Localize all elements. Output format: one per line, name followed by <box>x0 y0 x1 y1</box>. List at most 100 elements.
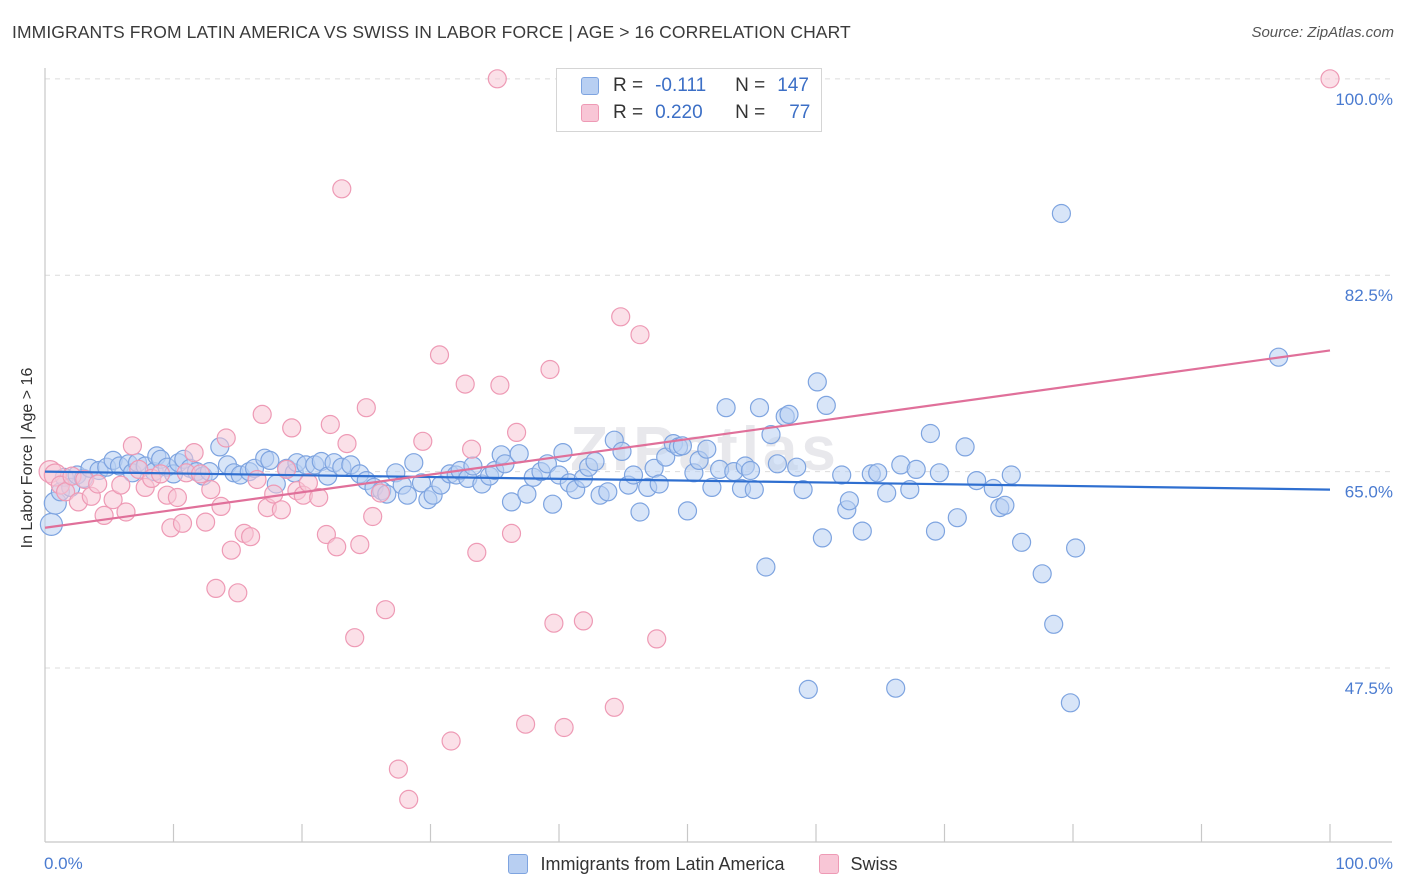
point-latin-america <box>839 491 860 511</box>
point-swiss <box>241 527 261 547</box>
point-latin-america <box>411 473 432 493</box>
legend-label-latin-america: Immigrants from Latin America <box>540 853 785 874</box>
point-swiss <box>221 540 241 560</box>
point-latin-america <box>598 482 618 502</box>
point-latin-america <box>816 395 836 415</box>
point-swiss <box>327 537 347 557</box>
point-latin-america <box>740 460 761 481</box>
point-latin-america <box>787 457 807 477</box>
point-swiss <box>167 487 187 508</box>
point-latin-america <box>1001 465 1021 485</box>
legend-swatch-swiss <box>818 854 839 874</box>
point-swiss <box>356 398 376 418</box>
point-latin-america <box>779 404 799 424</box>
r-label: R = <box>613 75 644 96</box>
axes <box>44 68 1392 843</box>
stats-row-swiss: R = 0.220 N = 77 <box>581 101 810 125</box>
point-swiss <box>184 443 204 463</box>
point-swiss <box>316 524 336 545</box>
point-swiss <box>429 345 450 365</box>
point-latin-america <box>1051 203 1072 224</box>
point-swiss <box>573 611 594 631</box>
point-swiss <box>375 600 396 620</box>
point-swiss <box>252 404 272 424</box>
point-latin-america <box>868 463 888 483</box>
point-swiss <box>515 714 536 734</box>
tick-labels: 47.5% 65.0% 82.5% 100.0% 0.0% 100.0% <box>44 90 1393 873</box>
point-latin-america <box>995 495 1015 515</box>
point-latin-america <box>1060 693 1081 713</box>
point-latin-america <box>1044 614 1064 634</box>
point-latin-america <box>501 492 522 512</box>
point-swiss <box>611 307 631 327</box>
point-swiss <box>206 578 226 599</box>
point-swiss <box>309 487 329 508</box>
point-swiss <box>196 512 216 532</box>
n-label: N = <box>735 75 766 96</box>
point-swiss <box>320 414 340 435</box>
point-swiss <box>350 534 370 555</box>
n-label: N = <box>735 102 766 123</box>
y-tick-label: 82.5% <box>1345 286 1393 305</box>
x-tick-label-min: 0.0% <box>44 854 83 873</box>
point-swiss <box>282 418 302 438</box>
point-latin-america <box>397 485 417 505</box>
n-value: 147 <box>777 75 809 96</box>
legend-label-swiss: Swiss <box>850 853 898 874</box>
point-swiss <box>370 483 390 503</box>
point-swiss <box>441 731 461 751</box>
chart-title: IMMIGRANTS FROM LATIN AMERICA VS SWISS I… <box>12 22 851 42</box>
legend-item-latin-america: Immigrants from Latin America <box>508 853 785 875</box>
point-swiss <box>201 480 221 500</box>
point-swiss <box>501 523 522 544</box>
r-value: -0.111 <box>655 75 707 96</box>
point-latin-america <box>886 678 906 698</box>
point-swiss <box>455 374 475 394</box>
point-swiss <box>604 697 624 717</box>
point-latin-america <box>920 423 941 444</box>
point-latin-america <box>463 456 483 476</box>
point-swiss <box>172 513 193 533</box>
n-value: 77 <box>789 102 811 123</box>
point-latin-america <box>900 480 920 500</box>
point-swiss <box>345 628 365 648</box>
point-swiss <box>388 759 408 779</box>
point-swiss <box>467 542 487 563</box>
point-swiss <box>94 505 114 526</box>
point-swiss <box>647 629 667 649</box>
trend-lines <box>44 349 1331 529</box>
point-latin-america <box>947 508 967 528</box>
point-swiss <box>544 613 564 633</box>
point-latin-america <box>749 398 770 418</box>
point-latin-america <box>744 480 764 500</box>
point-latin-america <box>542 494 563 514</box>
point-swiss <box>413 431 433 451</box>
point-swiss <box>554 717 574 738</box>
source-label: Source: ZipAtlas.com <box>1251 24 1394 41</box>
point-latin-america <box>852 521 872 541</box>
point-swiss <box>216 428 236 448</box>
point-swiss <box>540 359 560 380</box>
point-latin-america <box>612 441 632 461</box>
series1-swatch <box>581 77 599 95</box>
legend-item-swiss: Swiss <box>818 853 898 875</box>
point-swiss <box>487 69 507 89</box>
point-swiss <box>228 583 248 603</box>
trend-line-swiss <box>44 349 1331 529</box>
point-latin-america <box>585 451 605 472</box>
point-latin-america <box>697 439 717 459</box>
x-tick-label-max: 100.0% <box>1335 854 1393 873</box>
point-latin-america <box>906 459 926 479</box>
grid-lines <box>45 78 1395 669</box>
point-latin-america <box>1011 532 1032 552</box>
y-tick-label: 100.0% <box>1335 90 1393 109</box>
point-latin-america <box>767 454 788 474</box>
trend-line-latin-america <box>44 470 1331 491</box>
point-swiss <box>332 179 352 199</box>
point-latin-america <box>983 478 1003 499</box>
point-latin-america <box>877 483 897 503</box>
data-points <box>38 69 1340 810</box>
point-latin-america <box>955 437 975 457</box>
point-swiss <box>630 325 650 345</box>
point-latin-america <box>509 444 529 464</box>
